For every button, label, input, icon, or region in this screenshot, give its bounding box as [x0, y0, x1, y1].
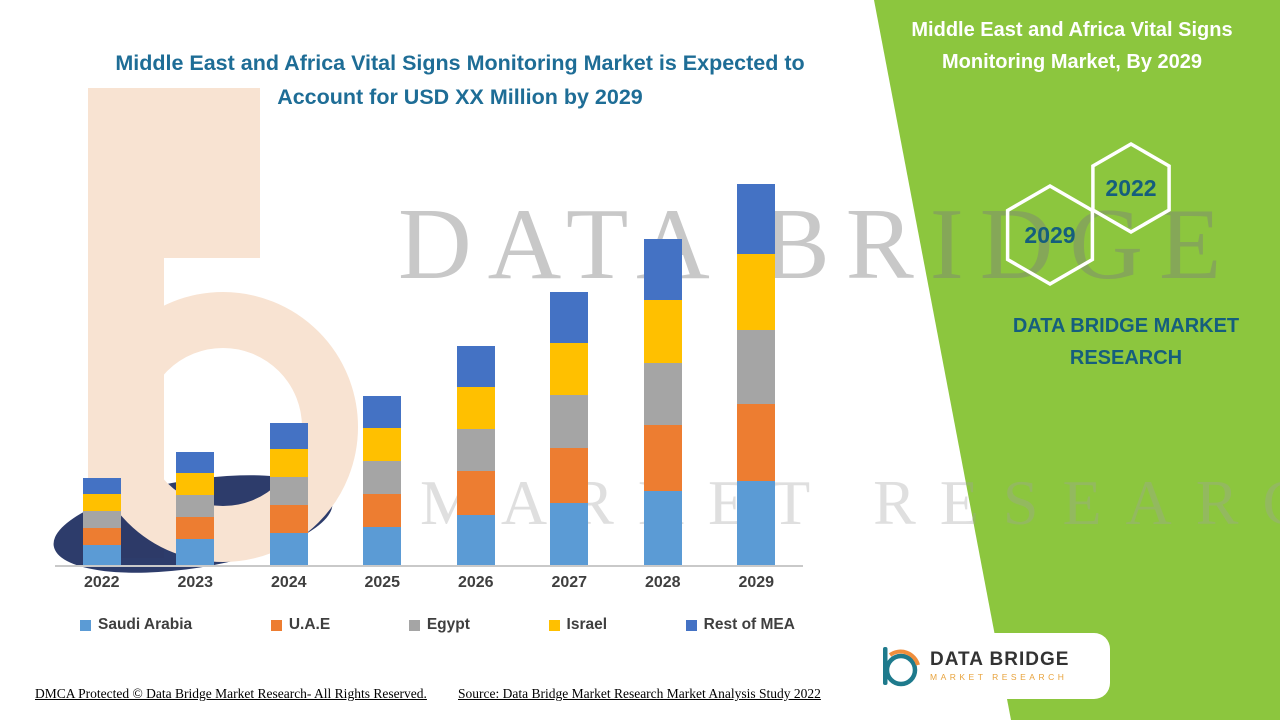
bar-segment-israel [643, 299, 682, 363]
side-panel-brand-line1: DATA BRIDGE MARKET [1012, 315, 1240, 337]
bar-column-2025 [363, 396, 402, 565]
bar-segment-u-a-e [643, 425, 682, 492]
bar-column-2026 [456, 345, 495, 565]
bar-segment-saudi-arabia [550, 503, 589, 565]
bar-segment-u-a-e [82, 528, 121, 546]
bar-segment-israel [456, 386, 495, 430]
x-axis-label: 2022 [83, 574, 120, 591]
bar-segment-israel [269, 449, 308, 478]
bar-segment-egypt [550, 395, 589, 449]
hexagon-2022-label: 2022 [1105, 175, 1156, 201]
bar-segment-u-a-e [456, 471, 495, 516]
bar-segment-rest-of-mea [550, 291, 589, 343]
legend-swatch [685, 619, 697, 631]
legend-item: Israel [548, 616, 608, 634]
bar-segment-rest-of-mea [176, 452, 215, 474]
bar-segment-u-a-e [737, 404, 776, 482]
hexagon-year-badges: 2029 2022 [1005, 141, 1171, 287]
footer-source-text: Source: Data Bridge Market Research Mark… [458, 686, 821, 701]
footer-dmca-text: DMCA Protected © Data Bridge Market Rese… [35, 686, 427, 701]
bar-segment-saudi-arabia [643, 491, 682, 565]
legend-item: Egypt [408, 616, 470, 634]
bar-segment-saudi-arabia [176, 539, 215, 565]
bar-segment-egypt [456, 429, 495, 472]
x-axis-label: 2028 [644, 574, 681, 591]
legend-item: Saudi Arabia [80, 616, 192, 634]
bar-segment-u-a-e [176, 517, 215, 540]
bar-segment-israel [363, 428, 402, 462]
page-title: Middle East and Africa Vital Signs Monit… [70, 46, 850, 115]
bar-segment-egypt [269, 477, 308, 506]
side-panel-brand: DATA BRIDGE MARKET RESEARCH [952, 310, 1280, 374]
bar-segment-u-a-e [550, 448, 589, 504]
x-axis-label: 2024 [270, 574, 307, 591]
bar-segment-egypt [82, 511, 121, 529]
page-title-line2: Account for USD XX Million by 2029 [277, 85, 643, 110]
bar-segment-israel [82, 494, 121, 512]
bar-segment-rest-of-mea [363, 396, 402, 429]
bar-segment-saudi-arabia [363, 527, 402, 565]
x-axis-label: 2023 [177, 574, 214, 591]
legend-label: Israel [566, 616, 608, 633]
legend-item: Rest of MEA [685, 616, 795, 634]
legend-swatch [270, 619, 282, 631]
legend-swatch [80, 619, 91, 631]
legend-swatch [548, 619, 560, 631]
hexagon-2029-label: 2029 [1024, 222, 1075, 248]
x-axis-label: 2025 [364, 574, 401, 591]
brand-logo-name: DATA BRIDGE [930, 649, 1070, 671]
legend-swatch [408, 619, 420, 631]
legend-label: Rest of MEA [703, 616, 795, 633]
legend-item: U.A.E [270, 616, 331, 634]
bar-segment-egypt [737, 329, 776, 405]
bar-column-2029 [737, 184, 776, 565]
bar-segment-israel [550, 342, 589, 396]
bar-segment-egypt [176, 495, 215, 518]
bar-segment-rest-of-mea [269, 423, 308, 450]
bar-column-2024 [269, 423, 308, 565]
bar-segment-u-a-e [269, 505, 308, 534]
bar-segment-rest-of-mea [456, 345, 495, 387]
bar-column-2027 [550, 291, 589, 565]
bar-segment-saudi-arabia [456, 515, 495, 565]
bar-column-2028 [643, 238, 682, 565]
bar-segment-rest-of-mea [737, 184, 776, 254]
bar-segment-israel [737, 253, 776, 330]
side-panel-title: Middle East and Africa Vital Signs Monit… [896, 14, 1248, 78]
bar-segment-rest-of-mea [643, 238, 682, 300]
bar-segment-egypt [363, 461, 402, 495]
page-title-line1: Middle East and Africa Vital Signs Monit… [115, 51, 805, 75]
legend-label: Egypt [426, 616, 470, 633]
legend: Saudi Arabia U.A.E Egypt Israel Rest of MEA [80, 616, 795, 634]
bar-segment-saudi-arabia [82, 545, 121, 565]
bar-segment-israel [176, 473, 215, 496]
bar-column-2023 [176, 452, 215, 565]
bar-segment-u-a-e [363, 494, 402, 528]
side-panel-brand-line2: RESEARCH [1069, 347, 1183, 369]
bar-segment-egypt [643, 362, 682, 426]
legend-label: Saudi Arabia [98, 616, 193, 633]
x-axis-label: 2026 [457, 574, 494, 591]
brand-logo-badge: DATA BRIDGE MARKET RESEARCH [866, 633, 1110, 699]
hexagon-2022 [1091, 141, 1171, 235]
side-panel-title-line2: Monitoring Market, By 2029 [941, 51, 1203, 73]
side-panel-title-line1: Middle East and Africa Vital Signs [911, 19, 1233, 41]
legend-label: U.A.E [288, 616, 331, 633]
bar-column-2022 [82, 478, 121, 565]
brand-logo-text: DATA BRIDGE MARKET RESEARCH [930, 649, 1069, 683]
x-axis-labels: 2022 2023 2024 2025 2026 2027 2028 2029 [55, 574, 803, 592]
data-bridge-logo-icon [883, 647, 920, 687]
bar-segment-saudi-arabia [269, 533, 308, 565]
x-axis-label: 2029 [738, 574, 775, 591]
brand-logo-subtitle: MARKET RESEARCH [930, 672, 1068, 683]
deco-logo-notch [164, 88, 260, 258]
bar-segment-saudi-arabia [737, 481, 776, 565]
plot-area [55, 182, 803, 567]
bar-segment-rest-of-mea [82, 478, 121, 495]
x-axis-label: 2027 [551, 574, 588, 591]
